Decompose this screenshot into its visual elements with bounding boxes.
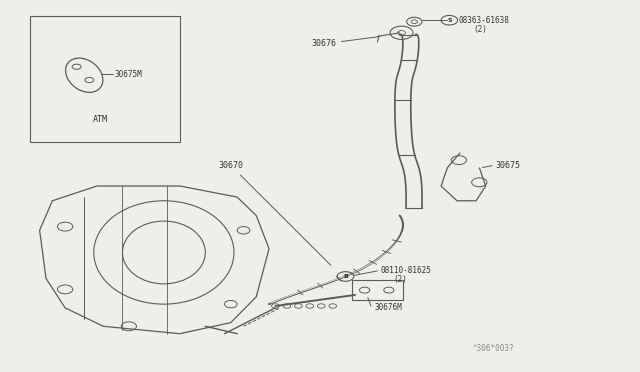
Text: 30676: 30676 (311, 37, 378, 48)
Text: ^306*003?: ^306*003? (473, 344, 515, 353)
Text: 08110-81625: 08110-81625 (381, 266, 431, 275)
Text: 30675: 30675 (495, 161, 520, 170)
Text: ATM: ATM (93, 115, 108, 124)
Text: 30676M: 30676M (374, 303, 402, 312)
Text: 30670: 30670 (218, 161, 331, 265)
Text: 08363-61638: 08363-61638 (459, 16, 510, 25)
Text: B: B (343, 274, 348, 279)
Text: S: S (447, 18, 452, 23)
Text: 30675M: 30675M (115, 70, 143, 78)
FancyBboxPatch shape (30, 16, 180, 142)
Text: (2): (2) (394, 275, 407, 283)
Text: (2): (2) (473, 25, 487, 33)
